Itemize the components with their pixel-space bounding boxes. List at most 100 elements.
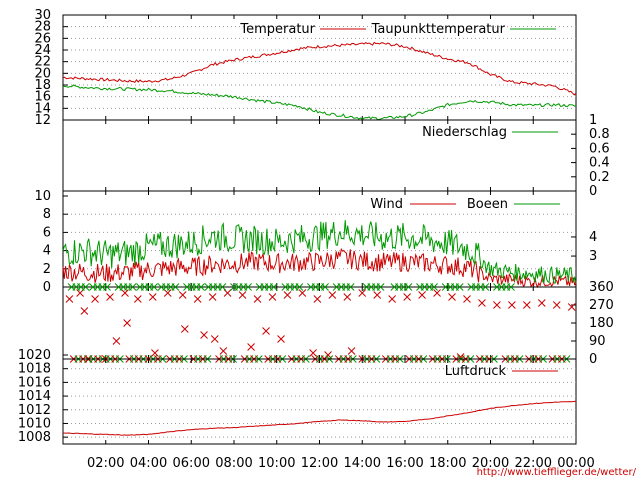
- direction-marker: [178, 291, 187, 299]
- x-tick-label: 06:00: [173, 456, 210, 471]
- footer-url[interactable]: http://www.tiefflieger.de/wetter/: [477, 467, 637, 478]
- direction-marker: [197, 283, 205, 291]
- direction-marker: [507, 283, 515, 291]
- x-tick-label: 02:00: [87, 456, 124, 471]
- y-tick-label: 30: [34, 8, 51, 23]
- direction-marker: [80, 307, 89, 315]
- direction-marker: [430, 283, 438, 291]
- direction-marker: [567, 303, 576, 311]
- direction-marker: [321, 283, 329, 291]
- series-line-wind-1: [62, 220, 577, 284]
- direction-marker: [150, 283, 158, 291]
- y-tick-label: 0.8: [589, 127, 610, 142]
- panel-precipitation: 00.20.40.60.81 Niederschlag: [62, 113, 610, 199]
- x-tick-label: 10:00: [258, 456, 295, 471]
- direction-marker: [328, 291, 337, 299]
- x-tick-label: 22:00: [515, 456, 552, 471]
- x-tick-label: 16:00: [386, 456, 423, 471]
- direction-marker: [418, 291, 426, 299]
- direction-marker: [91, 295, 99, 303]
- direction-marker: [463, 295, 471, 303]
- y-tick-label: 14: [34, 101, 51, 116]
- direction-marker: [121, 289, 129, 297]
- direction-marker: [295, 283, 304, 291]
- direction-marker: [298, 289, 307, 297]
- direction-marker: [404, 283, 413, 291]
- y-tick-label: 90: [589, 334, 606, 349]
- direction-marker: [455, 283, 464, 291]
- legend-label: Niederschlag: [422, 125, 507, 140]
- direction-marker: [193, 295, 202, 303]
- direction-marker: [180, 325, 189, 333]
- direction-marker: [433, 289, 441, 297]
- y-tick-label: 0.4: [589, 156, 610, 171]
- direction-marker: [238, 291, 247, 299]
- panel-wind: 0 2 4 6 8 10 3 4 Wind Boeen: [34, 189, 597, 295]
- y-tick-label: 6: [43, 225, 51, 240]
- direction-marker: [346, 283, 355, 291]
- direction-marker: [537, 299, 546, 307]
- y-tick-label: 1012: [18, 403, 51, 418]
- legend-label: Temperatur: [239, 22, 315, 37]
- y-tick-label: 24: [34, 43, 51, 58]
- y-right-tick-label: 4: [589, 230, 597, 245]
- direction-marker: [81, 283, 90, 291]
- direction-marker: [200, 331, 208, 339]
- y-tick-label: 28: [34, 20, 51, 35]
- direction-marker: [478, 299, 486, 307]
- direction-marker: [133, 295, 142, 303]
- direction-marker: [219, 347, 228, 355]
- legend-label: Taupunkttemperatur: [371, 22, 506, 37]
- legend-label: Luftdruck: [445, 364, 507, 379]
- y-tick-label: 1008: [18, 430, 51, 445]
- legend-label: Boeen: [467, 197, 508, 212]
- direction-marker: [269, 283, 278, 291]
- direction-marker: [283, 291, 292, 299]
- y-tick-label: 20: [34, 66, 51, 81]
- series-line-temperature-0: [62, 41, 577, 96]
- y-tick-label: 8: [43, 207, 51, 222]
- y-tick-label: 360: [589, 280, 614, 295]
- direction-marker: [376, 283, 385, 291]
- y-tick-label: 1016: [18, 375, 51, 390]
- series-line-wind-0: [62, 247, 577, 289]
- direction-marker: [244, 283, 252, 291]
- panel-frame-wind_direction: [62, 286, 577, 360]
- x-tick-label: 14:00: [344, 456, 381, 471]
- y-tick-label: 1014: [18, 389, 51, 404]
- direction-marker: [508, 301, 516, 309]
- panel-wind_direction: 0 90 180 270 360: [62, 280, 614, 367]
- x-tick-label: 08:00: [215, 456, 252, 471]
- x-tick-label: 18:00: [429, 456, 466, 471]
- y-tick-label: 270: [589, 298, 614, 313]
- direction-marker: [171, 283, 180, 291]
- x-axis: 02:00 04:00 06:00 08:00 10:00 12:00 14:00 16:00…: [87, 456, 595, 471]
- y-tick-label: 0: [589, 184, 597, 199]
- direction-marker: [388, 295, 397, 303]
- y-tick-label: 16: [34, 90, 51, 105]
- legend-label: Wind: [370, 197, 403, 212]
- direction-marker: [268, 293, 277, 301]
- direction-marker: [223, 289, 232, 297]
- y-tick-label: 1010: [18, 416, 51, 431]
- x-tick-label: 20:00: [472, 456, 509, 471]
- direction-marker: [493, 301, 501, 309]
- direction-marker: [103, 283, 111, 291]
- direction-marker: [253, 295, 262, 303]
- direction-marker: [522, 301, 531, 309]
- direction-marker: [163, 289, 172, 297]
- direction-marker: [403, 293, 411, 301]
- direction-marker: [373, 291, 382, 299]
- direction-marker: [106, 293, 114, 301]
- y-tick-label: 0.2: [589, 170, 610, 185]
- direction-marker: [262, 327, 270, 335]
- y-tick-label: 12: [34, 113, 51, 128]
- y-tick-label: 18: [34, 78, 51, 93]
- y-tick-label: 180: [589, 316, 614, 331]
- direction-marker: [481, 283, 490, 291]
- direction-marker: [343, 293, 352, 301]
